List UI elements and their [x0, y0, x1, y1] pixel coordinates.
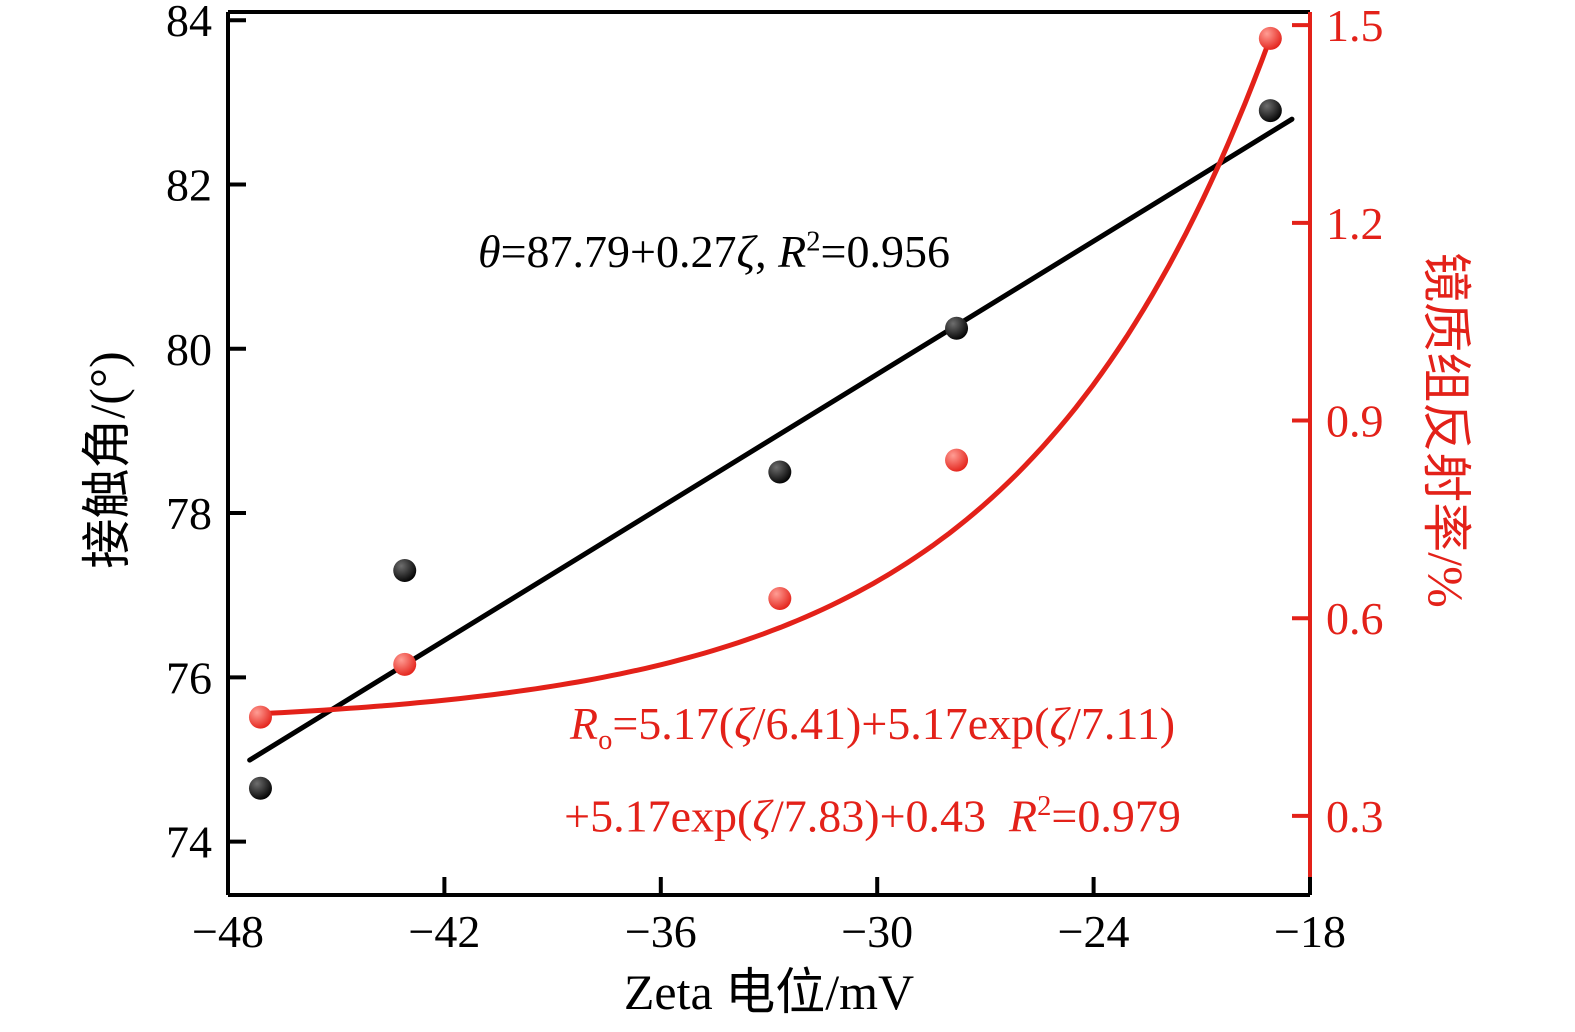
x-tick-label: −42: [408, 906, 480, 957]
data-point-contact-angle: [768, 460, 792, 484]
equation-segment: =5.17(: [612, 698, 735, 749]
equation-segment: R: [569, 698, 599, 749]
data-point-contact-angle: [248, 776, 272, 800]
left-y-tick-label: 82: [166, 159, 212, 210]
equation-segment: ζ: [734, 698, 753, 749]
left-y-axis-title: 接触角/(°): [79, 351, 135, 569]
equation-segment: o: [598, 725, 613, 757]
x-tick-label: −36: [625, 906, 697, 957]
x-axis-title: Zeta 电位/mV: [623, 964, 915, 1020]
black-fit-line: [247, 116, 1295, 763]
equation-segment: 2: [1037, 791, 1052, 823]
data-point-vitrinite-reflectance: [1258, 26, 1282, 50]
left-y-tick-label: 76: [166, 652, 212, 703]
equation-segment: θ: [478, 226, 501, 277]
equation-segment: =0.956: [820, 226, 950, 277]
equation-segment: /7.83)+0.43: [770, 790, 1010, 842]
data-point-vitrinite-reflectance: [945, 448, 969, 472]
right-y-axis-title: 镜质组反射率/%: [1418, 252, 1474, 608]
equation-segment: +5.17exp(: [564, 790, 753, 842]
equation-segment: /7.11): [1068, 698, 1176, 749]
right-y-tick-label: 1.5: [1326, 0, 1384, 51]
x-tick-label: −24: [1058, 906, 1130, 957]
right-y-tick-label: 0.3: [1326, 791, 1384, 842]
equation-segment: R: [1009, 790, 1038, 842]
data-point-vitrinite-reflectance: [248, 705, 272, 729]
equation-segment: =0.979: [1051, 790, 1181, 842]
red-fit-equation-line2: +5.17exp(ζ/7.83)+0.43 R2=0.979: [500, 774, 1245, 849]
x-tick-label: −48: [192, 906, 264, 957]
left-y-tick-label: 84: [166, 0, 212, 46]
left-y-tick-label: 74: [166, 817, 212, 868]
equation-segment: ζ: [736, 226, 756, 277]
right-y-tick-label: 1.2: [1326, 198, 1384, 249]
black-fit-equation: θ=87.79+0.27ζ, R2=0.956: [478, 225, 950, 278]
right-y-tick-label: 0.6: [1326, 593, 1384, 644]
data-point-contact-angle: [1258, 99, 1282, 123]
equation-segment: /6.41)+5.17exp(: [752, 698, 1050, 749]
left-y-tick-label: 78: [166, 488, 212, 539]
data-point-contact-angle: [393, 559, 417, 583]
equation-segment: ,: [755, 226, 779, 277]
equation-segment: 2: [806, 226, 821, 258]
data-point-contact-angle: [945, 316, 969, 340]
red-fit-equation-line1: Ro=5.17(ζ/6.41)+5.17exp(ζ/7.11): [500, 691, 1245, 774]
equation-segment: ζ: [752, 790, 771, 842]
red-fit-equation: Ro=5.17(ζ/6.41)+5.17exp(ζ/7.11) +5.17exp…: [500, 691, 1245, 850]
red-fit-curve: [254, 35, 1273, 717]
equation-segment: R: [778, 226, 807, 277]
data-point-vitrinite-reflectance: [393, 652, 417, 676]
x-tick-label: −18: [1274, 906, 1346, 957]
data-point-vitrinite-reflectance: [768, 586, 792, 610]
x-tick-label: −30: [841, 906, 913, 957]
equation-segment: ζ: [1049, 698, 1069, 749]
right-y-tick-label: 0.9: [1326, 396, 1384, 447]
equation-segment: =87.79+0.27: [500, 226, 737, 277]
left-y-tick-label: 80: [166, 324, 212, 375]
